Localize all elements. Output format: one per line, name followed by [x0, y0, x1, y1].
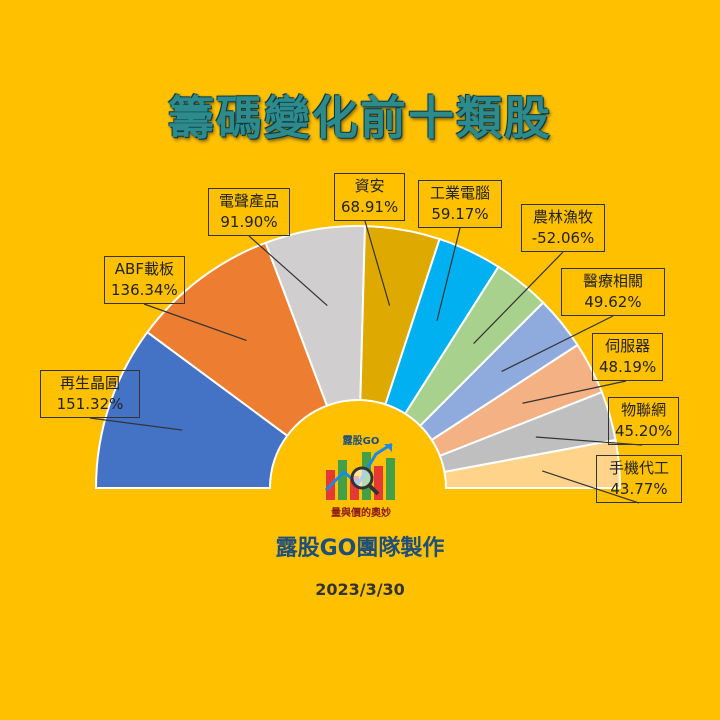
data-label: 農林漁牧 -52.06% — [521, 204, 605, 252]
value-label: 136.34% — [111, 281, 178, 299]
category-label: 農林漁牧 — [532, 208, 593, 226]
chart-slice — [94, 330, 289, 489]
value-label: 45.20% — [615, 422, 673, 440]
svg-text:露股GO: 露股GO — [343, 434, 380, 447]
chart-title: 籌碼變化前十類股 — [168, 91, 552, 145]
data-label: 工業電腦 59.17% — [418, 180, 502, 228]
category-label: 電聲產品 — [218, 192, 279, 210]
data-label: 電聲產品 91.90% — [208, 188, 290, 236]
category-label: 工業電腦 — [429, 184, 490, 202]
data-label: 醫療相關 49.62% — [561, 268, 665, 316]
leader-line — [248, 235, 328, 307]
category-label: ABF載板 — [114, 260, 174, 278]
category-label: 醫療相關 — [582, 272, 643, 290]
data-label: 再生晶圓 151.32% — [40, 370, 140, 418]
logo-image: 露股GO 量與價的奧妙 — [324, 434, 395, 519]
leader-line — [535, 436, 643, 446]
team-credit: 露股GO團隊製作 — [275, 536, 445, 561]
data-label: ABF載板 136.34% — [104, 256, 185, 304]
value-label: 49.62% — [584, 293, 642, 311]
value-label: 151.32% — [56, 395, 124, 413]
svg-text:量與價的奧妙: 量與價的奧妙 — [331, 506, 391, 519]
leader-line — [522, 380, 627, 404]
date-text: 2023/3/30 — [315, 580, 405, 599]
leader-line — [89, 417, 183, 431]
value-label: -52.06% — [531, 229, 595, 247]
leader-line — [364, 220, 391, 306]
value-label: 43.77% — [610, 480, 668, 498]
leader-line — [542, 470, 640, 504]
category-label: 伺服器 — [605, 337, 651, 355]
data-label: 手機代工 43.77% — [596, 455, 682, 503]
value-label: 91.90% — [220, 213, 278, 231]
value-label: 48.19% — [599, 358, 657, 376]
leader-line — [143, 303, 247, 341]
leader-line — [473, 251, 564, 345]
data-label: 資安 68.91% — [334, 173, 406, 221]
leader-line — [436, 227, 461, 321]
category-label: 物聯網 — [621, 401, 667, 419]
value-label: 68.91% — [341, 198, 399, 216]
category-label: 再生晶圓 — [59, 374, 120, 392]
category-label: 手機代工 — [608, 459, 669, 477]
leader-line — [501, 315, 614, 372]
value-label: 59.17% — [431, 205, 489, 223]
data-label: 伺服器 48.19% — [592, 333, 664, 381]
category-label: 資安 — [354, 177, 385, 195]
data-label: 物聯網 45.20% — [608, 397, 680, 445]
